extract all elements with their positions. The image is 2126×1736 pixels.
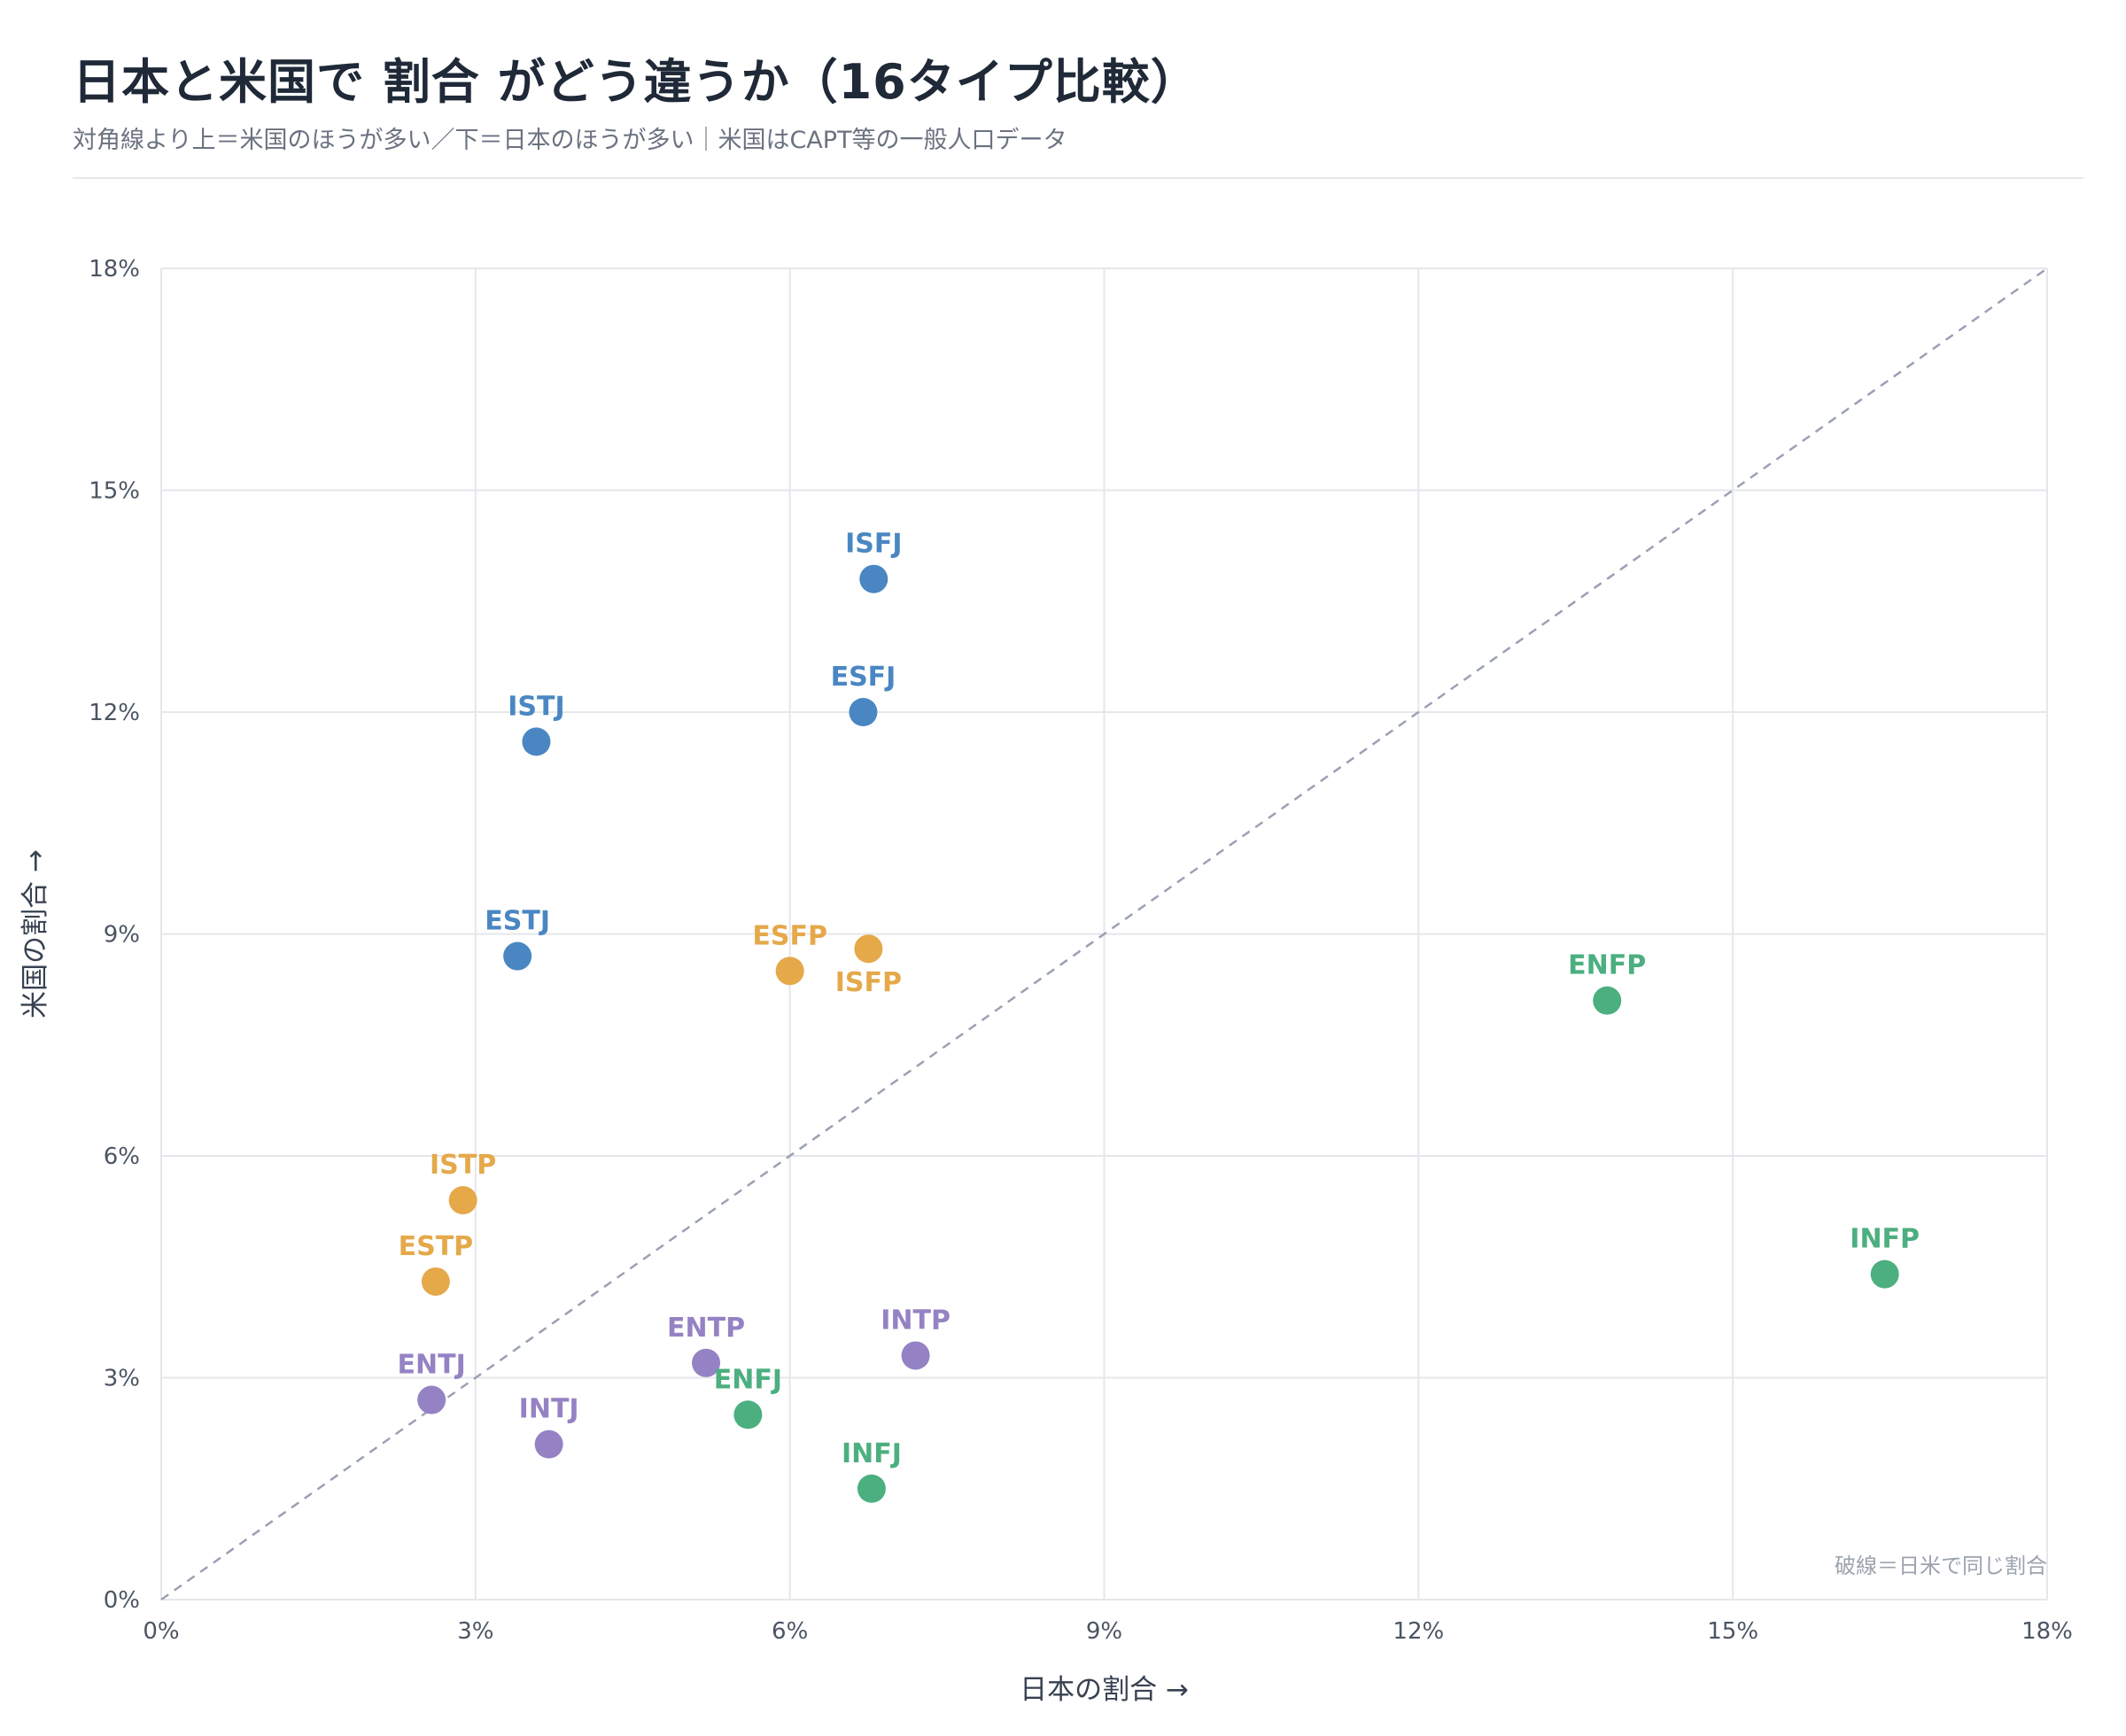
diagonal-note: 破線＝日米で同じ割合 [1835,1554,2047,1578]
grid-lines [160,267,2048,1600]
point-label-infj: INFJ [842,1438,902,1469]
y-tick-label: 6% [104,1143,140,1170]
point-label-istj: ISTJ [508,691,564,722]
point-label-isfj: ISFJ [845,529,902,560]
point-entp[interactable] [692,1348,721,1377]
point-intj[interactable] [534,1430,563,1459]
point-label-enfp: ENFP [1568,950,1646,981]
y-tick-label: 3% [104,1366,140,1392]
point-estp[interactable] [421,1267,450,1296]
chart-title: 日本と米国で 割合 がどう違うか（16タイプ比較） [73,54,1199,110]
x-axis-label: 日本の割合 → [1020,1674,1189,1706]
x-tick-label: 9% [1086,1618,1122,1645]
point-label-esfp: ESFP [752,920,827,951]
point-enfj[interactable] [733,1400,763,1430]
point-label-estp: ESTP [399,1231,474,1262]
point-istp[interactable] [448,1186,477,1215]
y-axis-label: 米国の割合 → [19,849,51,1019]
point-label-infp: INFP [1850,1224,1920,1255]
x-tick-label: 12% [1393,1618,1444,1645]
header-divider [73,177,2083,179]
y-tick-label: 9% [104,922,140,949]
x-tick-label: 15% [1707,1618,1758,1645]
point-label-entj: ENTJ [398,1350,466,1381]
x-tick-label: 0% [143,1618,179,1645]
point-label-intj: INTJ [519,1394,579,1425]
point-entj[interactable] [417,1385,446,1414]
point-isfp[interactable] [854,934,883,964]
x-tick-label: 3% [457,1618,493,1645]
x-tick-label: 6% [772,1618,808,1645]
point-infp[interactable] [1870,1259,1899,1289]
equal-share-diagonal [160,267,2048,1601]
y-tick-label: 15% [89,478,140,505]
point-isfj[interactable] [859,564,888,593]
point-infj[interactable] [857,1474,886,1503]
point-label-isfp: ISFP [835,967,902,998]
data-points: ISFJ ESFJ ISTJ ESTJ ESFP ISFP ISTP ESTP ENTJ INTJ… [398,529,1920,1503]
point-label-entp: ENTP [667,1313,745,1344]
point-label-intp: INTP [881,1305,950,1336]
point-estj[interactable] [503,942,532,971]
point-enfp[interactable] [1593,986,1622,1015]
axis-ticks: 0% 3% 6% 9% 12% 15% 18% 0% 3% 6% 9% 12% 15% 18% [89,256,2073,1645]
point-esfp[interactable] [775,957,804,986]
y-tick-label: 12% [89,700,140,726]
point-istj[interactable] [522,727,551,756]
y-tick-label: 18% [89,256,140,283]
point-label-istp: ISTP [430,1150,496,1181]
x-tick-label: 18% [2021,1618,2073,1645]
point-label-enfj: ENFJ [714,1364,782,1395]
chart-subtitle: 対角線より上＝米国のほうが多い／下＝日本のほうが多い｜米国はCAPT等の一般人口… [73,127,1067,154]
point-esfj[interactable] [849,698,878,726]
y-tick-label: 0% [104,1587,140,1614]
point-label-estj: ESTJ [485,906,550,937]
point-intp[interactable] [901,1341,930,1370]
point-label-esfj: ESFJ [831,662,896,693]
